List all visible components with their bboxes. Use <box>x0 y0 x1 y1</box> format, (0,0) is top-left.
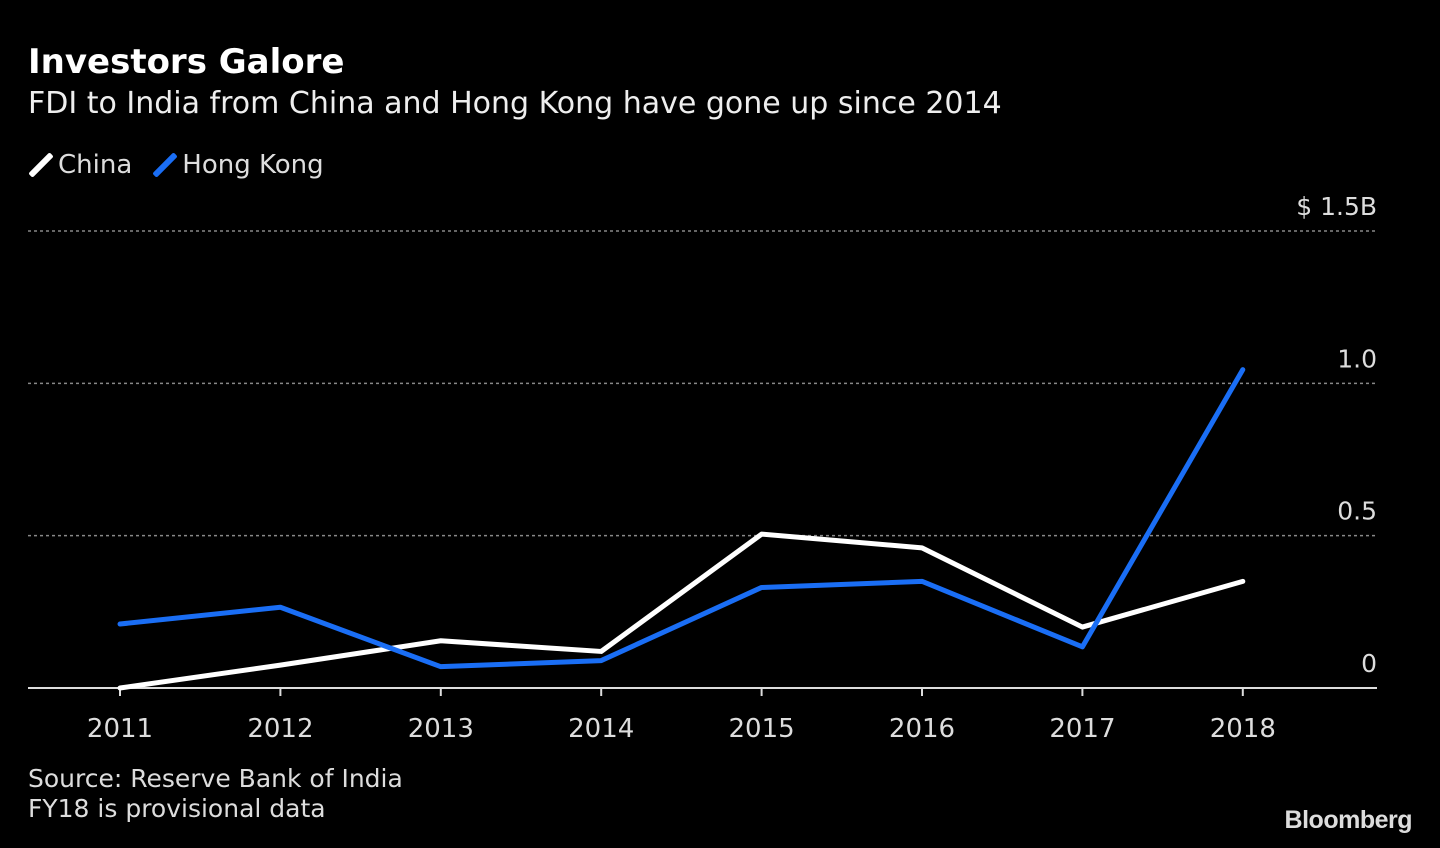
y-tick-label: 0 <box>1361 649 1377 678</box>
x-tick-label: 2013 <box>408 714 474 744</box>
x-tick-label: 2018 <box>1210 714 1276 744</box>
chart-title: Investors Galore <box>28 42 345 82</box>
chart-subtitle: FDI to India from China and Hong Kong ha… <box>28 86 1002 121</box>
legend: China Hong Kong <box>28 150 324 180</box>
x-tick-label: 2015 <box>729 714 795 744</box>
provisional-note: FY18 is provisional data <box>28 794 326 823</box>
x-tick-label: 2012 <box>247 714 313 744</box>
x-tick-label: 2014 <box>568 714 634 744</box>
series-line-china <box>117 531 1246 691</box>
series-line-hong-kong <box>117 367 1246 670</box>
x-tick-label: 2016 <box>889 714 955 744</box>
legend-label-hong-kong: Hong Kong <box>182 150 324 180</box>
legend-label-china: China <box>58 150 133 180</box>
x-tick-label: 2011 <box>87 714 153 744</box>
source-note: Source: Reserve Bank of India FY18 is pr… <box>28 764 403 824</box>
x-tick-label: 2017 <box>1049 714 1115 744</box>
y-tick-label: 0.5 <box>1337 497 1377 526</box>
y-tick-label: $ 1.5B <box>1296 192 1377 221</box>
source-text: Source: Reserve Bank of India <box>28 764 403 793</box>
y-tick-label: 1.0 <box>1337 344 1377 373</box>
bloomberg-logo: Bloomberg <box>1284 806 1413 834</box>
